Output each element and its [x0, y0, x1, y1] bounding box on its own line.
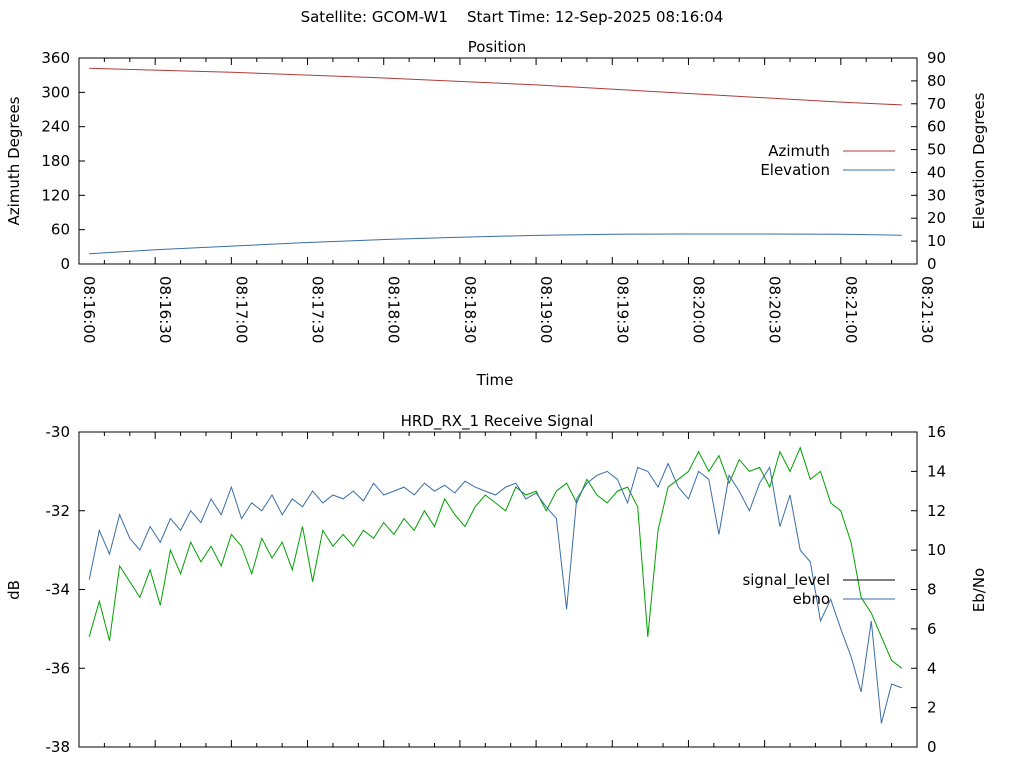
position-xtick-label: 08:19:30	[613, 276, 631, 343]
signal-legend: signal_level ebno	[742, 571, 895, 608]
position-xtick-label: 08:16:00	[80, 276, 98, 343]
signal-ytick-label: -32	[46, 502, 71, 520]
position-legend: Azimuth Elevation	[760, 142, 895, 179]
signal-ytick-label: -36	[46, 659, 71, 677]
position-xtick-label: 08:17:00	[232, 276, 250, 343]
signal-series-ebno	[88, 462, 902, 724]
legend-label-elevation: Elevation	[760, 161, 830, 179]
position-y2tick-label: 50	[927, 141, 946, 159]
position-xtick-label: 08:21:00	[842, 276, 860, 343]
position-y2tick-label: 60	[927, 118, 946, 136]
position-xtick-label: 08:18:00	[385, 276, 403, 343]
position-y2tick-label: 80	[927, 72, 946, 90]
position-ytick-label: 180	[41, 152, 70, 170]
position-xtick-label: 08:16:30	[156, 276, 174, 343]
position-ytick-label: 360	[41, 49, 70, 67]
signal-series-lines	[88, 446, 903, 724]
position-series-elevation	[89, 233, 902, 255]
signal-ytick-label: -30	[46, 423, 71, 441]
signal-axes: -38 -36 -34 -32 -30 0 2 4 6 8 10 12 14 16	[46, 423, 947, 756]
signal-y2tick-label: 4	[927, 659, 937, 677]
signal-y2tick-label: 0	[927, 738, 937, 756]
elevation-axis-label: Elevation Degrees	[970, 92, 988, 229]
time-axis-label: Time	[476, 371, 514, 389]
signal-y2tick-label: 16	[927, 423, 946, 441]
position-series-lines	[89, 67, 902, 255]
position-y2tick-label: 0	[927, 255, 937, 273]
signal-chart: HRD_RX_1 Receive Signal dB Eb/No -38-36-…	[5, 412, 988, 756]
position-ytick-label: 60	[51, 221, 70, 239]
signal-plot-frame	[78, 431, 918, 748]
position-series-azimuth	[89, 67, 902, 106]
position-y2tick-label: 70	[927, 95, 946, 113]
azimuth-axis-label: Azimuth Degrees	[5, 96, 23, 225]
position-xtick-label: 08:20:30	[766, 276, 784, 343]
position-y2tick-label: 40	[927, 163, 946, 181]
signal-y2tick-label: 12	[927, 502, 946, 520]
position-chart: Position Azimuth Degrees Elevation Degre…	[5, 38, 988, 389]
position-y2tick-label: 90	[927, 49, 946, 67]
position-xtick-label: 08:17:30	[309, 276, 327, 343]
position-xtick-label: 08:21:30	[918, 276, 936, 343]
legend-label-azimuth: Azimuth	[768, 142, 830, 160]
db-axis-label: dB	[5, 580, 23, 600]
position-y2tick-label: 20	[927, 209, 946, 227]
position-axes: 0 60 120 180 240 300 360 0 10 20 30 40 50 60 70 80 90 08:…	[41, 49, 946, 343]
page-title: Satellite: GCOM-W1 Start Time: 12-Sep-20…	[301, 8, 724, 26]
position-ytick-label: 240	[41, 118, 70, 136]
position-chart-title: Position	[468, 38, 526, 56]
position-xtick-label: 08:19:00	[537, 276, 555, 343]
signal-y2tick-label: 14	[927, 462, 946, 480]
legend-label-ebno: ebno	[793, 590, 830, 608]
position-ytick-label: 300	[41, 83, 70, 101]
signal-y2tick-label: 6	[927, 620, 937, 638]
position-xtick-label: 08:20:00	[689, 276, 707, 343]
signal-ytick-label: -34	[46, 581, 71, 599]
position-xtick-label: 08:18:30	[461, 276, 479, 343]
position-ytick-label: 120	[41, 186, 70, 204]
legend-label-signal-level: signal_level	[742, 571, 830, 590]
signal-y2tick-label: 8	[927, 581, 937, 599]
position-y2tick-label: 30	[927, 186, 946, 204]
position-y2tick-label: 10	[927, 232, 946, 250]
signal-chart-title: HRD_RX_1 Receive Signal	[401, 412, 594, 431]
signal-series-signal-level	[88, 446, 903, 669]
signal-y2tick-label: 10	[927, 541, 946, 559]
signal-ytick-label: -38	[46, 738, 71, 756]
ebno-axis-label: Eb/No	[970, 568, 988, 612]
position-ytick-label: 0	[60, 255, 70, 273]
signal-y2tick-label: 2	[927, 699, 937, 717]
